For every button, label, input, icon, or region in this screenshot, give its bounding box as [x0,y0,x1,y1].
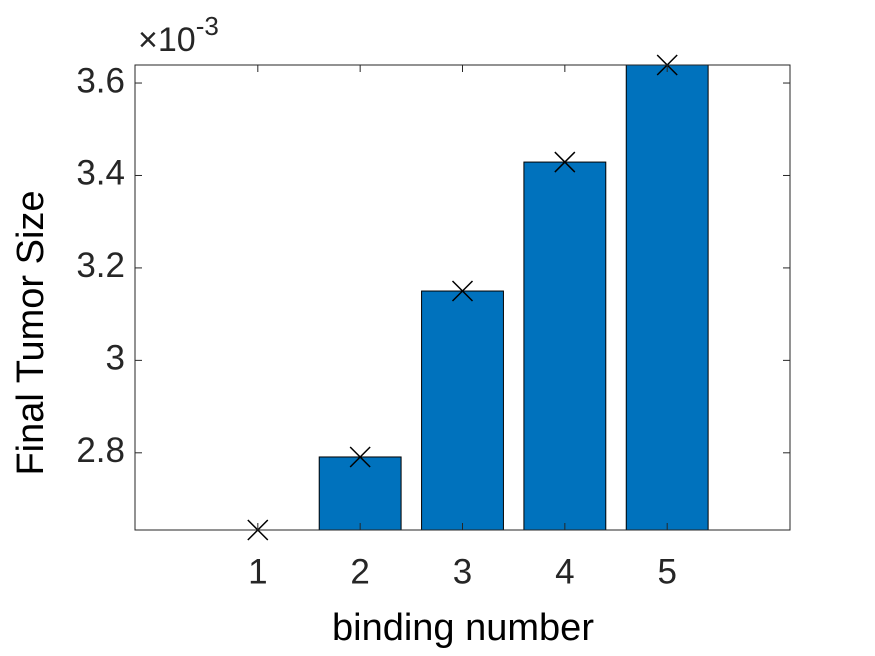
y-tick-label: 3.4 [76,154,125,193]
y-tick-label: 2.8 [76,431,125,470]
multiplier-exponent: -3 [196,11,219,41]
x-tick-label: 2 [350,552,369,591]
y-axis-label: Final Tumor Size [10,190,52,475]
bar [523,161,607,531]
marker [451,280,474,302]
y-tick-label: 3.6 [76,61,125,100]
multiplier-base: ×10 [138,21,196,59]
x-tick-label: 1 [248,552,267,591]
x-tick-label: 5 [657,552,676,591]
x-tick-label: 4 [555,552,574,591]
y-tick-label: 3 [106,339,125,378]
y-tick-label: 3.2 [76,246,125,285]
marker [554,151,576,173]
x-axis-label: binding number [332,607,594,649]
marker [349,446,371,468]
bar [625,64,709,531]
axis-multiplier: ×10-3 [138,11,219,59]
bar [318,456,402,531]
bar [421,290,504,531]
x-tick-label: 3 [453,552,472,591]
